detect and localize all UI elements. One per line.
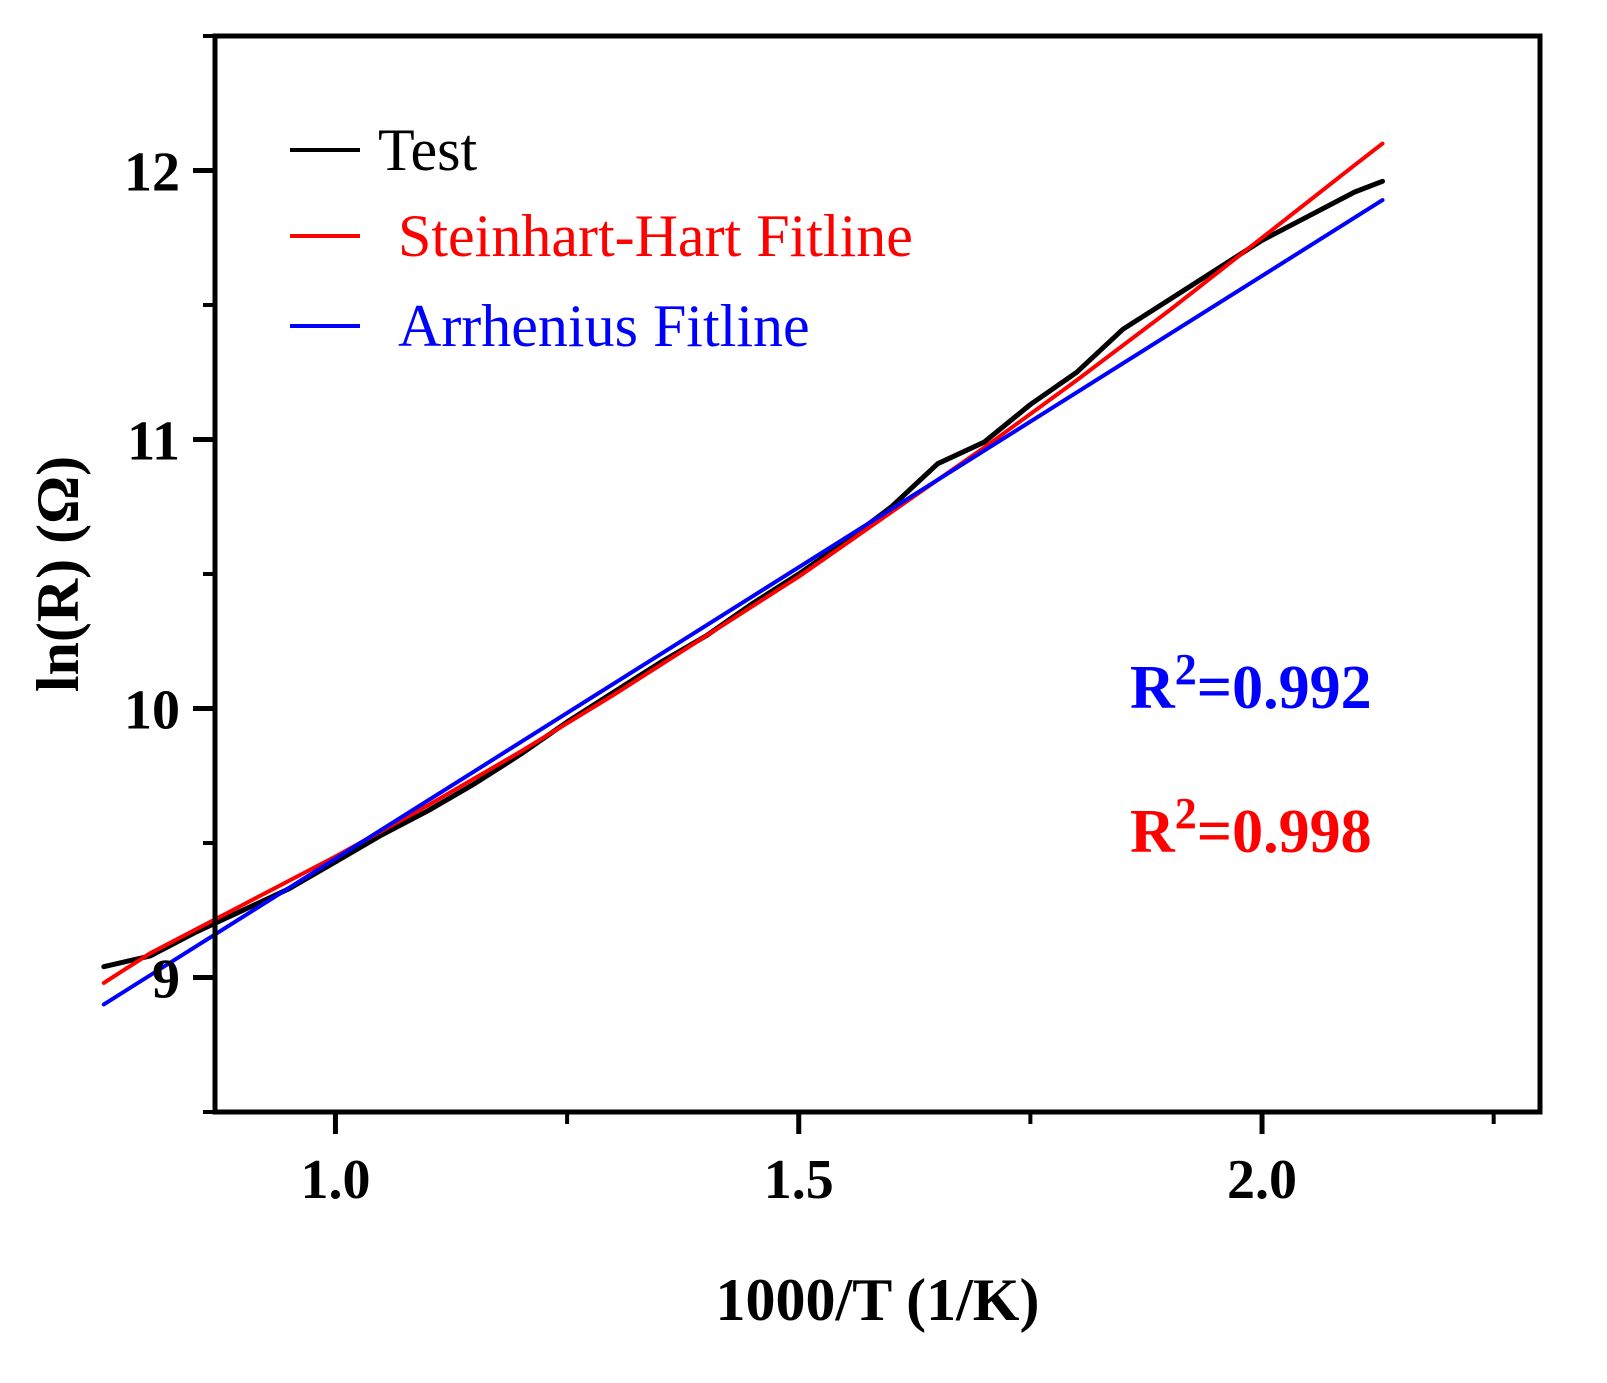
r2-annotation: R2=0.992 — [1130, 645, 1372, 722]
r2-value: =0.992 — [1197, 654, 1372, 722]
legend-label: Arrhenius Fitline — [398, 293, 810, 359]
r2-superscript: 2 — [1175, 645, 1197, 694]
r2-base: R — [1130, 654, 1176, 722]
r2-annotation: R2=0.998 — [1130, 789, 1372, 866]
x-tick-label: 1.0 — [300, 1149, 370, 1211]
legend-label: Steinhart-Hart Fitline — [398, 203, 913, 269]
r2-superscript: 2 — [1175, 789, 1197, 838]
x-tick-label: 1.5 — [764, 1149, 834, 1211]
r2-base: R — [1130, 798, 1176, 866]
series-line-steinhart-hart-fitline — [101, 141, 1385, 985]
y-axis-title: ln(R) (Ω) — [25, 456, 91, 692]
x-axis-title: 1000/T (1/K) — [716, 1267, 1040, 1333]
series-line-test — [101, 178, 1385, 970]
r2-value: =0.998 — [1197, 798, 1372, 866]
y-tick-label: 10 — [124, 680, 180, 742]
y-tick-label: 9 — [152, 949, 180, 1011]
series-line-arrhenius-fitline — [101, 198, 1385, 1007]
y-tick-label: 12 — [124, 142, 180, 204]
x-tick-label: 2.0 — [1227, 1149, 1297, 1211]
y-tick-label: 11 — [127, 411, 180, 473]
legend-label: Test — [378, 117, 477, 183]
